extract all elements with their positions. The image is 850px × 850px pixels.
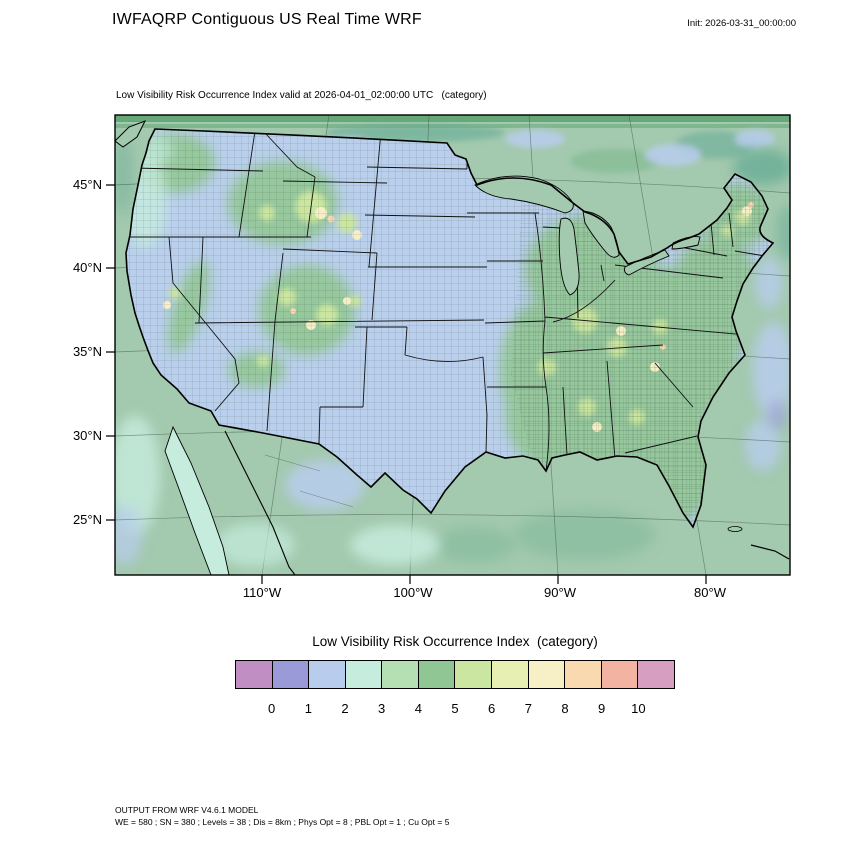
colorbar-tick-label: 3 [378,701,386,716]
colorbar-swatch [564,660,602,689]
colorbar-swatch [344,660,383,689]
lake-huron [582,210,620,258]
great-lakes [474,175,701,296]
mexico-region [164,425,440,575]
colorbar-title: Low Visibility Risk Occurrence Index (ca… [312,634,598,649]
y-tick-label: 35°N [72,344,102,359]
colorbar-tick-label: 1 [304,701,312,716]
us-border-outline [125,128,775,529]
colorbar-swatch [454,660,493,689]
colorbar-swatch [308,660,346,689]
colorbar-tick-label: 4 [414,701,422,716]
colorbar-swatch [600,660,639,689]
footer: OUTPUT FROM WRF V4.6.1 MODEL WE = 580 ; … [115,805,449,828]
state-boundaries [127,130,766,472]
x-tick-label: 110°W [242,585,282,600]
colorbar-tick-label: 2 [341,701,349,716]
colorbar-swatch [527,660,566,689]
y-tick-label: 45°N [72,177,102,192]
y-tick-label: 30°N [72,428,102,443]
colorbar-swatch [637,660,675,689]
y-tick-label: 25°N [72,512,102,527]
colorbar-swatch [491,660,529,689]
colorbar-swatch [271,660,310,689]
baja-california [164,425,230,575]
colorbar-tick-label: 8 [561,701,569,716]
x-tick-label: 80°W [694,585,726,600]
colorbar-tick-label: 7 [524,701,532,716]
axis-ticks [106,184,707,584]
lake-ontario [671,236,701,250]
colorbar-swatch [381,660,419,689]
ocean-category-patches [115,135,790,565]
colorbar-tick-label: 0 [268,701,276,716]
footer-model-line: OUTPUT FROM WRF V4.6.1 MODEL [115,805,259,815]
map-subtitle: Low Visibility Risk Occurrence Index val… [116,90,487,101]
x-tick-label: 90°W [544,585,576,600]
colorbar-tick-label: 6 [488,701,496,716]
colorbar-tick-label: 9 [598,701,606,716]
caribbean-coastlines [727,526,790,560]
y-tick-label: 40°N [72,260,102,275]
conus-map-svg [106,114,791,584]
colorbar-swatch-row [235,660,675,689]
colorbar-tick-label: 10 [631,701,646,716]
colorbar-swatch [235,660,273,689]
vancouver-island [115,120,147,148]
lake-superior [474,175,574,214]
colorbar-tick-label: 5 [451,701,459,716]
lake-erie [624,249,670,276]
init-timestamp: Init: 2026-03-31_00:00:00 [687,18,796,29]
footer-config-line: WE = 580 ; SN = 380 ; Levels = 38 ; Dis … [115,816,450,827]
colorbar-swatch [417,660,456,689]
conus-map [106,114,791,584]
page-title: IWFAQRP Contiguous US Real Time WRF [112,11,422,28]
colorbar-tick-labels: 0 1 2 3 4 5 6 7 8 9 10 [235,701,675,717]
lake-michigan [558,217,580,296]
x-tick-label: 100°W [393,585,433,600]
map-frame [106,114,791,584]
